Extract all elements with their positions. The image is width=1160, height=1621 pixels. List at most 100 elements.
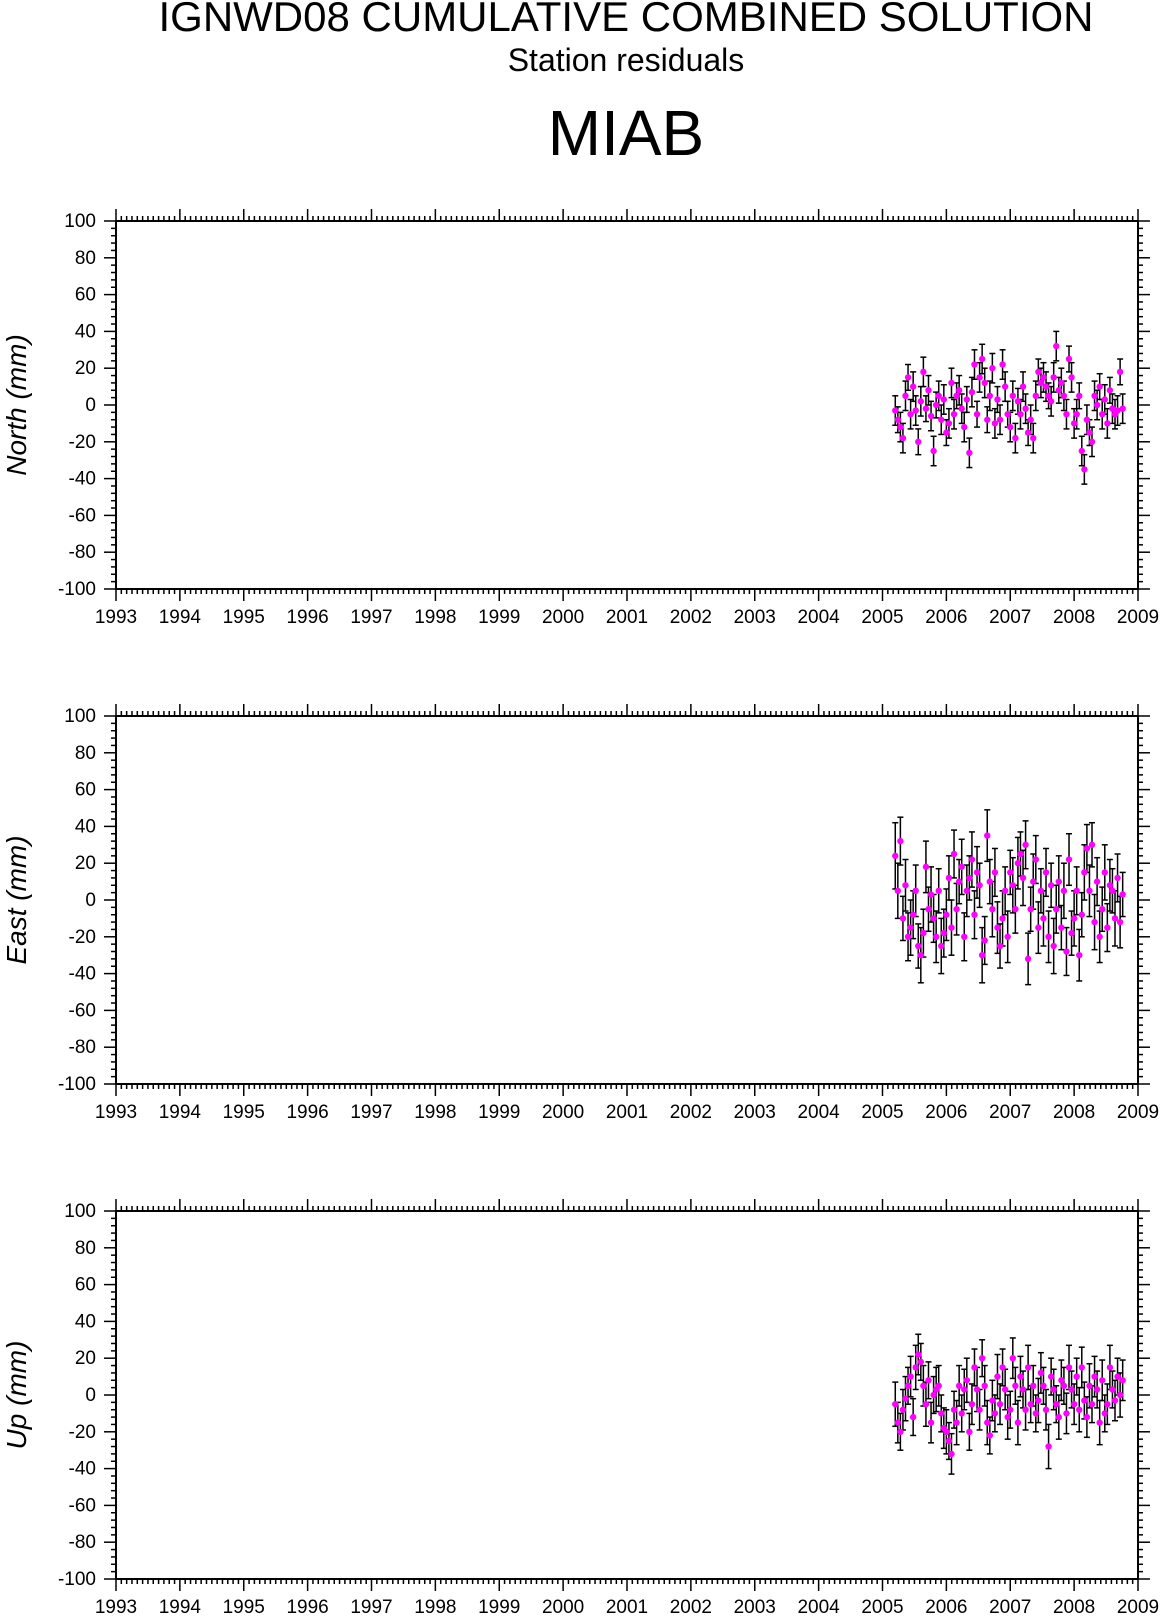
data-point	[1078, 447, 1085, 455]
y-tick-label: -40	[69, 469, 96, 490]
data-point	[1060, 392, 1068, 399]
points-series-1	[892, 832, 1126, 963]
data-point	[950, 850, 958, 858]
data-point	[938, 416, 945, 423]
data-point	[1017, 1373, 1024, 1380]
data-point	[1014, 398, 1022, 405]
data-point	[994, 924, 1001, 931]
data-point	[927, 412, 935, 420]
data-point	[950, 411, 958, 418]
x-tick-marks	[115, 1199, 1139, 1591]
x-tick-label: 2005	[861, 1102, 903, 1123]
data-point	[986, 1432, 994, 1439]
data-point	[1030, 434, 1037, 442]
y-tick-label: -40	[69, 964, 96, 985]
data-point	[986, 878, 994, 885]
data-point	[1019, 874, 1027, 882]
data-point	[1081, 1397, 1088, 1404]
y-tick-label: 40	[75, 816, 96, 837]
data-point	[894, 1419, 902, 1426]
data-point	[1060, 887, 1068, 894]
y-tick-label: -80	[69, 1532, 96, 1553]
data-point	[986, 392, 994, 399]
x-tick-label: 1994	[159, 607, 202, 628]
data-point	[958, 863, 965, 871]
data-point	[981, 937, 988, 944]
data-point	[955, 878, 963, 885]
data-point	[1060, 1382, 1068, 1390]
data-point	[1076, 952, 1083, 959]
data-point	[948, 379, 955, 387]
data-point	[904, 374, 912, 381]
data-point	[912, 407, 919, 414]
y-tick-label: 40	[75, 321, 96, 342]
x-tick-label: 2004	[797, 607, 840, 628]
data-point	[1007, 1406, 1014, 1413]
data-point	[945, 420, 953, 427]
x-tick-marks	[115, 209, 1139, 601]
x-tick-label: 1994	[159, 1102, 202, 1123]
data-point	[1063, 411, 1070, 418]
data-point	[940, 396, 948, 403]
y-tick-label: 20	[75, 1348, 96, 1369]
data-point	[1073, 1373, 1080, 1380]
data-point	[963, 887, 971, 894]
y-tick-label: 80	[75, 743, 96, 764]
data-point	[909, 1413, 917, 1421]
data-point	[1012, 1382, 1019, 1390]
x-tick-label: 2009	[1117, 607, 1159, 628]
data-point	[1047, 1373, 1055, 1380]
x-tick-label: 2003	[734, 607, 776, 628]
data-point	[1063, 1410, 1070, 1417]
data-point	[991, 420, 999, 427]
y-tick-label: 60	[75, 285, 96, 306]
data-point	[894, 416, 902, 423]
x-tick-label: 2001	[606, 1597, 648, 1618]
data-point	[953, 392, 960, 399]
data-point	[938, 942, 945, 950]
data-point	[1019, 1386, 1027, 1393]
data-point	[984, 832, 991, 839]
data-point	[1104, 1401, 1111, 1408]
data-point	[927, 1419, 935, 1426]
x-tick-label: 2007	[989, 1597, 1031, 1618]
data-point	[1001, 1386, 1009, 1393]
data-point	[968, 1401, 976, 1408]
data-point	[1114, 407, 1121, 414]
x-tick-label: 2009	[1117, 1102, 1159, 1123]
data-point	[968, 388, 976, 396]
data-point	[996, 416, 1004, 423]
data-point	[953, 1419, 960, 1426]
data-point	[897, 1428, 904, 1436]
data-point	[1024, 429, 1032, 436]
y-tick-label: -100	[58, 579, 96, 600]
x-tick-label: 2003	[734, 1102, 776, 1123]
data-point	[945, 874, 953, 882]
x-tick-label: 1999	[478, 1102, 520, 1123]
data-point	[1035, 1397, 1042, 1404]
data-point	[1004, 411, 1011, 418]
data-point	[1086, 429, 1093, 436]
data-point	[1055, 1413, 1062, 1421]
x-tick-label: 2003	[734, 1597, 776, 1618]
x-tick-label: 2000	[542, 1102, 584, 1123]
data-point	[1012, 434, 1019, 442]
data-point	[996, 1401, 1004, 1408]
data-point	[1032, 1410, 1040, 1417]
x-tick-label: 2000	[542, 1597, 584, 1618]
data-point	[1111, 1397, 1119, 1404]
data-point	[948, 924, 955, 931]
data-point	[1101, 869, 1108, 876]
data-point	[1050, 942, 1057, 950]
data-point	[1001, 887, 1009, 894]
data-point	[1024, 955, 1032, 963]
y-tick-label: 60	[75, 780, 96, 801]
data-point	[1093, 401, 1101, 409]
data-point	[1037, 887, 1045, 894]
chart-subtitle: Station residuals	[507, 42, 745, 78]
data-point	[945, 1437, 953, 1445]
data-point	[1106, 387, 1114, 394]
data-point	[1086, 1382, 1093, 1390]
data-point	[1053, 1401, 1060, 1408]
y-tick-marks	[104, 715, 1150, 1085]
